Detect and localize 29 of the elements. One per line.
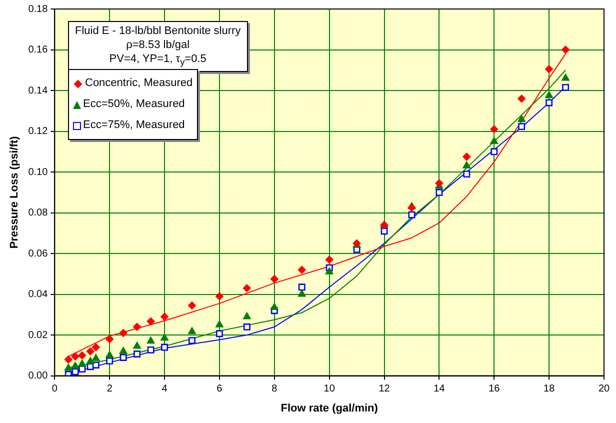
legend-label: Concentric, Measured — [85, 76, 193, 91]
x-tick-label: 12 — [378, 384, 390, 395]
y-tick-label: 0.16 — [28, 44, 48, 56]
y-tick-label: 0.00 — [28, 370, 48, 382]
annotation: Fluid E - 18-lb/bbl Bentonite slurry — [75, 24, 241, 38]
legend-label: Ecc=50%, Measured — [83, 97, 185, 112]
x-tick-label: 14 — [434, 384, 446, 395]
x-tick-label: 2 — [106, 384, 113, 395]
x-axis-title: Flow rate (gal/min) — [280, 402, 378, 414]
x-tick-label: 4 — [162, 384, 168, 395]
annotation: ρ=8.53 lb/gal — [125, 38, 191, 52]
x-tick-label: 10 — [324, 384, 336, 395]
y-tick-label: 0.06 — [28, 248, 48, 260]
y-tick-label: 0.12 — [28, 126, 48, 138]
x-tick-label: 20 — [598, 384, 610, 395]
annotation: PV=4, YP=1, τ$_{y}$=0.5 — [108, 52, 208, 70]
x-tick-label: 6 — [216, 384, 223, 395]
x-tick-label: 18 — [544, 384, 556, 395]
y-tick-label: 0.10 — [28, 166, 48, 178]
y-tick-label: 0.02 — [28, 330, 48, 341]
x-tick-label: 8 — [272, 384, 278, 395]
x-tick-label: 0 — [52, 384, 58, 395]
legend-label: Ecc=75%, Measured — [83, 118, 185, 133]
y-tick-label: 0.14 — [28, 85, 48, 96]
y-tick-label: 0.18 — [28, 4, 48, 15]
y-tick-label: 0.04 — [28, 289, 48, 300]
x-tick-label: 16 — [488, 384, 500, 395]
y-tick-label: 0.08 — [28, 208, 48, 219]
y-axis-title: Pressure Loss (psi/ft) — [8, 136, 21, 249]
